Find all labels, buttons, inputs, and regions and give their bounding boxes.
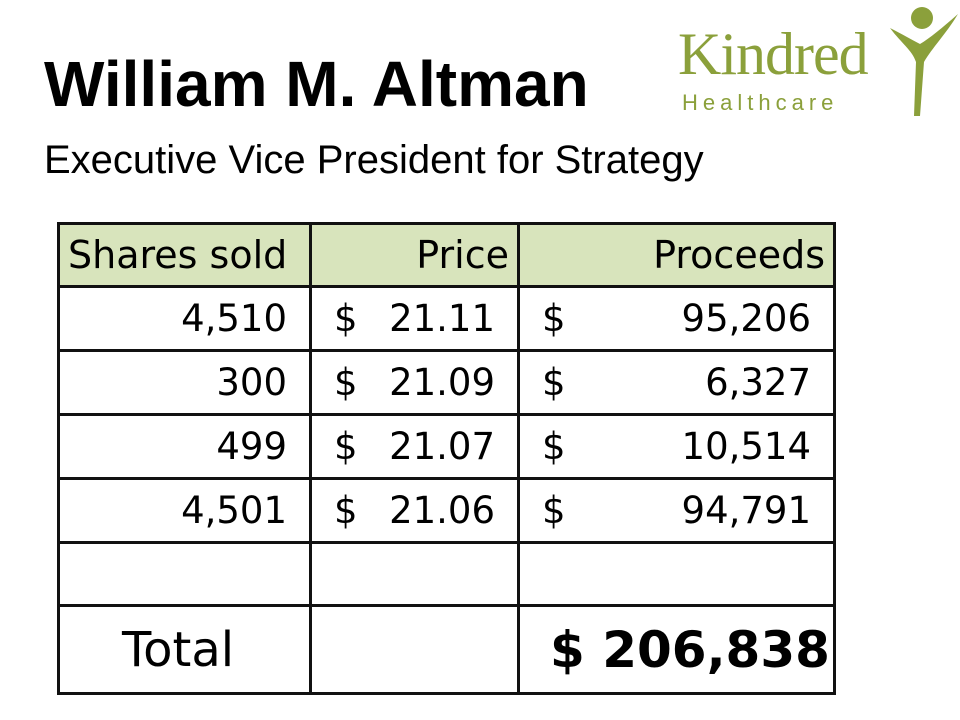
column-header-proceeds: Proceeds [517, 222, 836, 288]
price-cell: $21.06 [309, 477, 520, 544]
currency-symbol: $ [542, 489, 566, 532]
price-value: 21.07 [389, 425, 495, 468]
kindred-logo: Kindred Healthcare [670, 4, 960, 129]
proceeds-cell: $95,206 [517, 285, 836, 352]
price-cell: $21.07 [309, 413, 520, 480]
shares-cell: 499 [57, 413, 312, 480]
table-row: 300 $21.09 $6,327 [57, 349, 836, 416]
shares-cell: 4,501 [57, 477, 312, 544]
column-header-price: Price [309, 222, 520, 288]
empty-cell [517, 541, 836, 607]
shares-cell: 300 [57, 349, 312, 416]
proceeds-value: 94,791 [681, 489, 811, 532]
empty-row [57, 541, 836, 607]
table-row: 4,510 $21.11 $95,206 [57, 285, 836, 352]
empty-cell [309, 541, 520, 607]
proceeds-value: 10,514 [681, 425, 811, 468]
price-value: 21.11 [389, 297, 495, 340]
share-sales-table: Shares sold Price Proceeds 4,510 $21.11 … [57, 222, 836, 695]
proceeds-value: 95,206 [681, 297, 811, 340]
total-row: Total $ 206,838 [57, 604, 836, 695]
currency-symbol: $ [334, 489, 358, 532]
proceeds-cell: $10,514 [517, 413, 836, 480]
column-header-shares: Shares sold [57, 222, 312, 288]
price-cell: $21.09 [309, 349, 520, 416]
price-cell: $21.11 [309, 285, 520, 352]
proceeds-cell: $6,327 [517, 349, 836, 416]
currency-symbol: $ [334, 361, 358, 404]
table-header-row: Shares sold Price Proceeds [57, 222, 836, 288]
price-value: 21.06 [389, 489, 495, 532]
empty-cell [309, 604, 520, 695]
price-value: 21.09 [389, 361, 495, 404]
currency-symbol: $ [334, 425, 358, 468]
table-row: 4,501 $21.06 $94,791 [57, 477, 836, 544]
total-value: $ 206,838 [517, 604, 836, 695]
currency-symbol: $ [334, 297, 358, 340]
logo-wordmark: Kindred [678, 21, 869, 87]
proceeds-cell: $94,791 [517, 477, 836, 544]
executive-title: Executive Vice President for Strategy [44, 138, 704, 182]
logo-tagline: Healthcare [682, 90, 839, 115]
executive-name: William M. Altman [44, 48, 589, 120]
table-row: 499 $21.07 $10,514 [57, 413, 836, 480]
proceeds-value: 6,327 [705, 361, 811, 404]
currency-symbol: $ [542, 297, 566, 340]
currency-symbol: $ [542, 425, 566, 468]
empty-cell [57, 541, 312, 607]
shares-cell: 4,510 [57, 285, 312, 352]
person-figure-icon [890, 7, 958, 116]
total-label: Total [57, 604, 312, 695]
currency-symbol: $ [542, 361, 566, 404]
